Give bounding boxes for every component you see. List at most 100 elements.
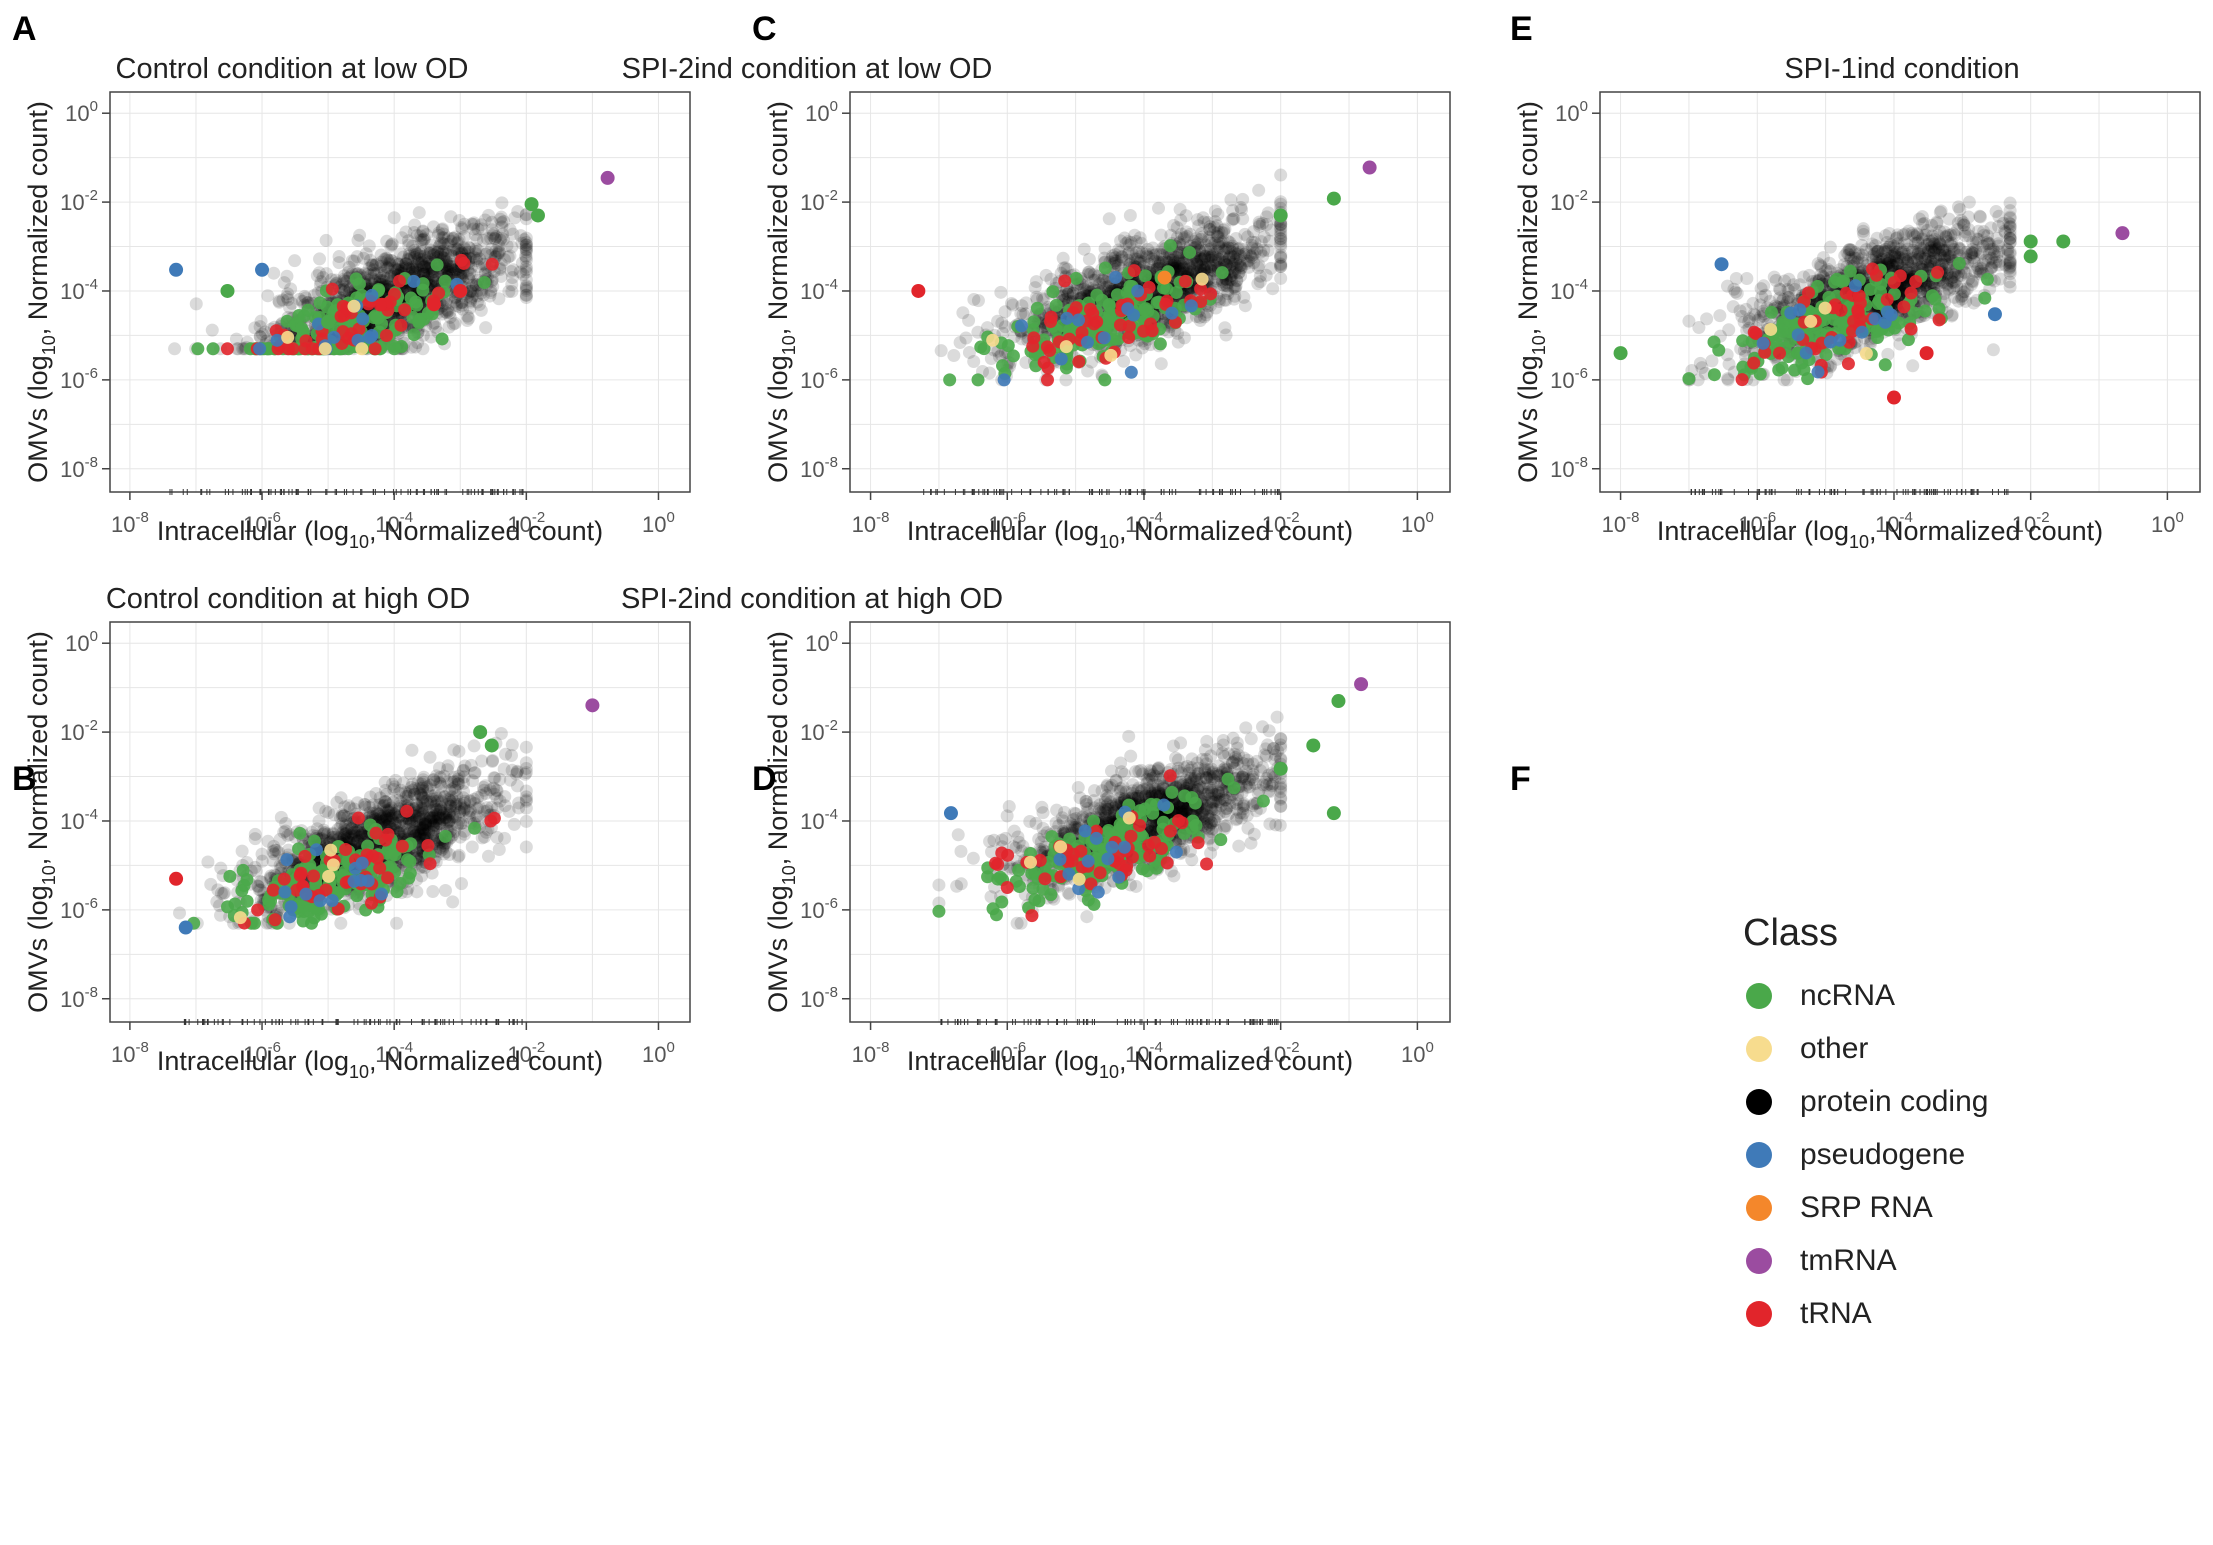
protein-coding-point [1102,212,1116,226]
protein-coding-point [370,257,384,271]
protein-coding-point [413,249,427,263]
class-point-pseudogene [355,856,369,870]
protein-coding-point [1274,250,1288,264]
protein-coding-point [441,304,455,318]
protein-coding-point [423,246,437,260]
protein-coding-point [437,231,451,245]
protein-coding-point [440,303,454,317]
protein-coding-point [337,269,351,283]
protein-coding-point [402,261,416,275]
protein-coding-point [1274,271,1288,285]
class-point-trna [398,303,412,317]
y-tick-label: 100 [65,98,98,126]
protein-coding-point [452,300,466,314]
protein-coding-point [1177,331,1191,345]
protein-coding-point [431,245,445,259]
protein-coding-point [457,763,471,777]
protein-coding-point [342,260,356,274]
protein-coding-point [419,260,433,274]
protein-coding-point [507,817,521,831]
protein-coding-point [310,822,324,836]
class-point-pseudogene [365,329,379,343]
protein-coding-point [457,803,471,817]
data-point-ncrna [220,283,235,298]
protein-coding-point [488,232,502,246]
protein-coding-point [418,267,432,281]
protein-coding-point [1245,238,1259,252]
protein-coding-point [276,293,290,307]
protein-coding-point [1085,355,1099,369]
protein-coding-point [365,258,379,272]
class-point-ncrna [435,332,449,346]
protein-coding-point [168,342,182,356]
protein-coding-point [428,274,442,288]
protein-coding-point [337,284,351,298]
protein-coding-point [448,295,462,309]
protein-coding-point [365,271,379,285]
protein-coding-point [504,264,518,278]
protein-coding-point [517,233,531,247]
protein-coding-point [519,238,533,252]
protein-coding-point [967,292,981,306]
protein-coding-point [337,272,351,286]
protein-coding-point [947,349,961,363]
data-point-trna [169,871,184,886]
class-point-ncrna [295,322,309,336]
protein-coding-point [367,263,381,277]
protein-coding-point [445,257,459,271]
protein-coding-point [437,243,451,257]
protein-coding-point [1218,321,1232,335]
protein-coding-point [437,227,451,241]
protein-coding-point [439,297,453,311]
protein-coding-point [494,269,508,283]
protein-coding-point [498,253,512,267]
class-point-ncrna [223,869,237,883]
protein-coding-point [485,754,499,768]
protein-coding-point [489,244,503,258]
protein-coding-point [519,288,533,302]
class-point-other [355,342,369,356]
y-tick-label: 10-8 [60,984,98,1012]
protein-coding-point [956,306,970,320]
protein-coding-point [381,261,395,275]
protein-coding-point [395,231,409,245]
class-point-pseudogene [365,288,379,302]
protein-coding-point [1015,299,1029,313]
protein-coding-point [519,283,533,297]
protein-coding-point [429,320,443,334]
protein-coding-point [401,234,415,248]
protein-coding-point [351,233,365,247]
protein-coding-point [379,272,393,286]
protein-coding-point [366,258,380,272]
protein-coding-point [409,259,423,273]
protein-coding-point [455,222,469,236]
data-point-ncrna [321,315,336,330]
protein-coding-point [519,282,533,296]
class-point-ncrna [438,829,452,843]
protein-coding-point [1114,234,1128,248]
data-point-ncrna [473,725,488,740]
protein-coding-point [316,270,330,284]
protein-coding-point [465,217,479,231]
y-tick-label: 100 [65,628,98,656]
protein-coding-point [427,248,441,262]
class-point-trna [293,868,307,882]
protein-coding-point [281,287,295,301]
protein-coding-point [411,252,425,266]
protein-coding-point [407,265,421,279]
protein-coding-point [1058,261,1072,275]
protein-coding-point [345,254,359,268]
y-tick-label: 10-4 [60,276,98,304]
protein-coding-point [334,791,348,805]
protein-coding-point [505,284,519,298]
protein-coding-point [467,222,481,236]
x-tick-label: 10-8 [111,1039,149,1067]
class-point-ncrna [468,821,482,835]
protein-coding-point [485,242,499,256]
protein-coding-point [477,288,491,302]
protein-coding-point [519,212,533,226]
protein-coding-point [483,289,497,303]
protein-coding-point [292,292,306,306]
protein-coding-point [450,296,464,310]
protein-coding-point [460,309,474,323]
